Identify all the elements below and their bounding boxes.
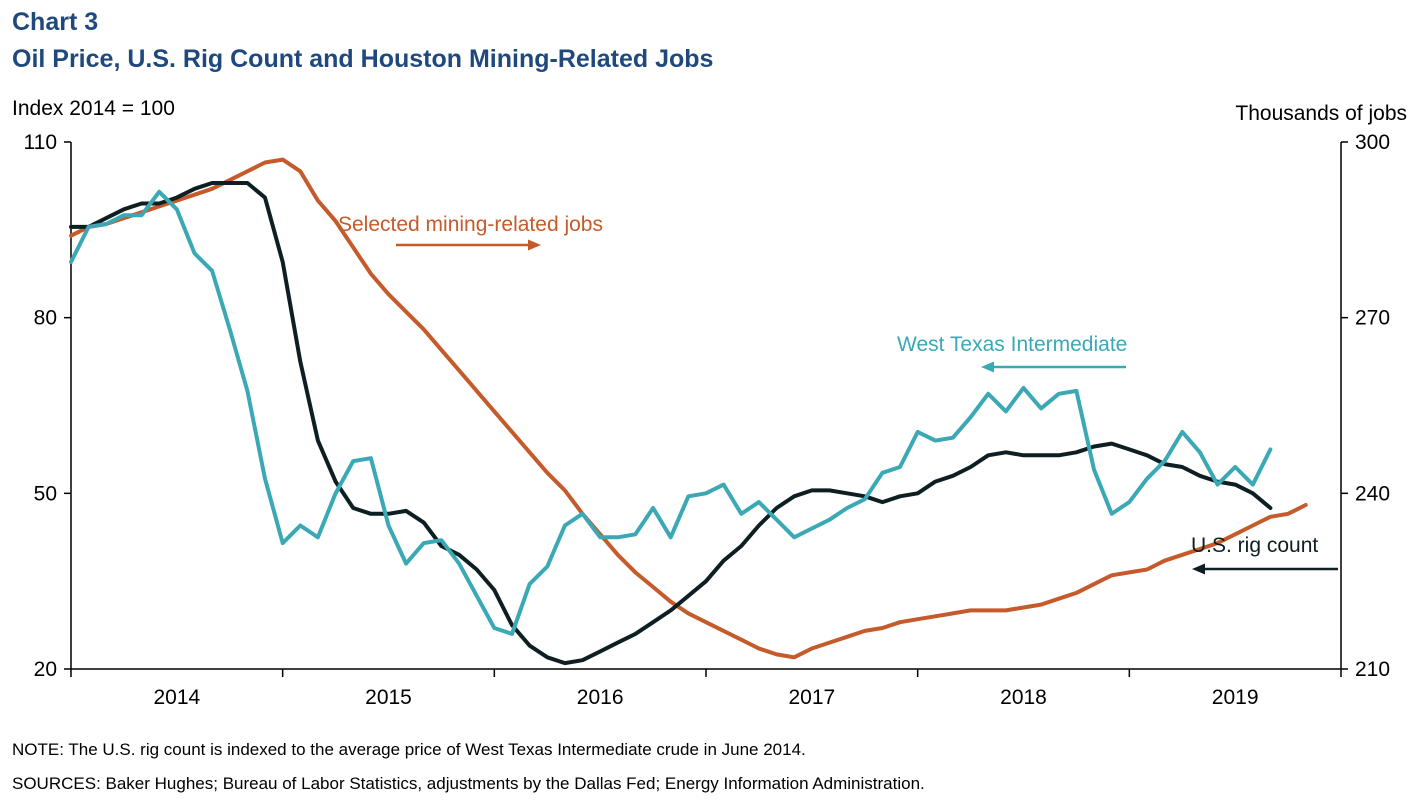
x-tick-label: 2014 — [153, 686, 200, 709]
jobs-annotation: Selected mining-related jobs — [338, 213, 603, 236]
rig-count-series-line — [69, 181, 1273, 666]
rig-arrow — [1192, 563, 1338, 575]
right-tick-label: 240 — [1355, 482, 1390, 505]
x-tick-label: 2017 — [788, 686, 835, 709]
left-tick-label: 110 — [24, 131, 57, 154]
x-tick-label: 2018 — [1000, 686, 1047, 709]
wti-arrow — [981, 361, 1126, 373]
jobs-series-line — [69, 157, 1308, 660]
chart-number: Chart 3 — [12, 8, 99, 36]
wti-series-line — [69, 189, 1273, 636]
jobs-arrow — [396, 239, 541, 251]
chart-title: Oil Price, U.S. Rig Count and Houston Mi… — [12, 45, 714, 73]
right-tick-label: 300 — [1355, 131, 1390, 154]
chart-canvas: 20 50 80 110 210 240 270 300 2014 2015 2016 2017 201… — [12, 97, 1407, 709]
right-axis-label: Thousands of jobs — [1235, 102, 1407, 125]
series-layer — [69, 157, 1308, 666]
note-text: NOTE: The U.S. rig count is indexed to t… — [12, 740, 806, 759]
axes-layer: 20 50 80 110 210 240 270 300 2014 2015 2016 2017 201… — [24, 131, 1391, 709]
x-tick-label: 2019 — [1212, 686, 1259, 709]
x-tick-label: 2016 — [577, 686, 624, 709]
right-tick-label: 270 — [1355, 307, 1390, 330]
x-tick-label: 2015 — [365, 686, 412, 709]
left-tick-label: 80 — [34, 307, 57, 330]
left-tick-label: 20 — [34, 658, 57, 681]
left-tick-label: 50 — [34, 482, 57, 505]
rig-annotation: U.S. rig count — [1191, 534, 1318, 557]
sources-text: SOURCES: Baker Hughes; Bureau of Labor S… — [12, 774, 925, 793]
right-tick-label: 210 — [1355, 658, 1390, 681]
wti-annotation: West Texas Intermediate — [897, 333, 1127, 356]
left-axis-label: Index 2014 = 100 — [12, 97, 175, 120]
